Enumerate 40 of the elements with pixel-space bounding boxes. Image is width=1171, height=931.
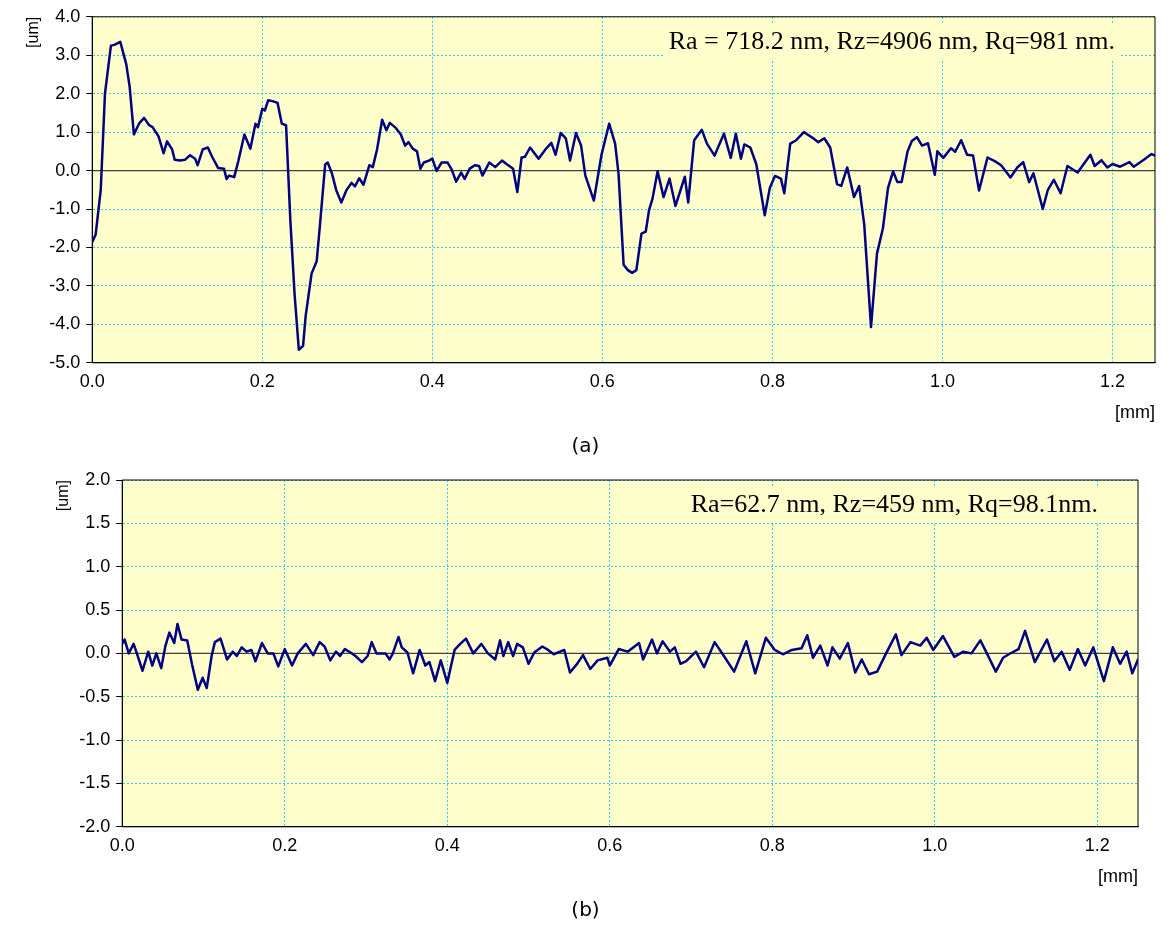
annotation: Ra=62.7 nm, Rz=459 nm, Rq=98.1nm.: [690, 488, 1098, 518]
x-axis-title: [mm]: [1098, 866, 1138, 887]
y-tick-label: 2.0: [85, 468, 111, 489]
y-tick-label: 1.5: [85, 512, 111, 533]
y-tick-label: 4.0: [55, 5, 81, 26]
x-axis-title: [mm]: [1115, 402, 1155, 423]
x-tick-label: 0.4: [434, 834, 460, 855]
x-tick-label: 1.2: [1084, 834, 1110, 855]
x-tick-label: 0.6: [597, 834, 623, 855]
y-axis-title: [um]: [24, 16, 42, 48]
y-tick-label: 1.0: [55, 121, 81, 142]
x-tick-label: 0.6: [589, 370, 615, 391]
x-tick-label: 1.2: [1099, 370, 1125, 391]
text: (b): [570, 896, 601, 923]
y-tick-label: -2.0: [79, 815, 111, 836]
y-tick-label: 3.0: [55, 44, 81, 65]
text: (a): [570, 432, 601, 459]
x-tick-label: 0.8: [759, 834, 785, 855]
x-tick-label: 0.4: [419, 370, 445, 391]
y-tick-label: 0.5: [85, 599, 111, 620]
x-tick-label: 0.2: [249, 370, 275, 391]
annotation: Ra = 718.2 nm, Rz=4906 nm, Rq=981 nm.: [668, 25, 1115, 55]
y-tick-label: 0.0: [85, 642, 111, 663]
x-tick-label: 0.2: [272, 834, 298, 855]
y-tick-label: -0.5: [79, 685, 111, 706]
y-tick-label: -1.5: [79, 772, 111, 793]
x-tick-label: 1.0: [929, 370, 955, 391]
x-tick-label: 0.8: [759, 370, 785, 391]
y-tick-label: 1.0: [85, 555, 111, 576]
y-axis-title: [um]: [54, 480, 72, 512]
y-tick-label: -1.0: [79, 729, 111, 750]
y-tick-label: -5.0: [49, 351, 81, 372]
y-tick-label: 0.0: [55, 159, 81, 180]
y-tick-label: -1.0: [49, 197, 81, 218]
x-tick-label: 1.0: [922, 834, 948, 855]
y-tick-label: -3.0: [49, 274, 81, 295]
x-tick-label: 0.0: [109, 834, 135, 855]
y-tick-label: 2.0: [55, 82, 81, 103]
y-tick-label: -4.0: [49, 313, 81, 334]
y-tick-label: -2.0: [49, 236, 81, 257]
